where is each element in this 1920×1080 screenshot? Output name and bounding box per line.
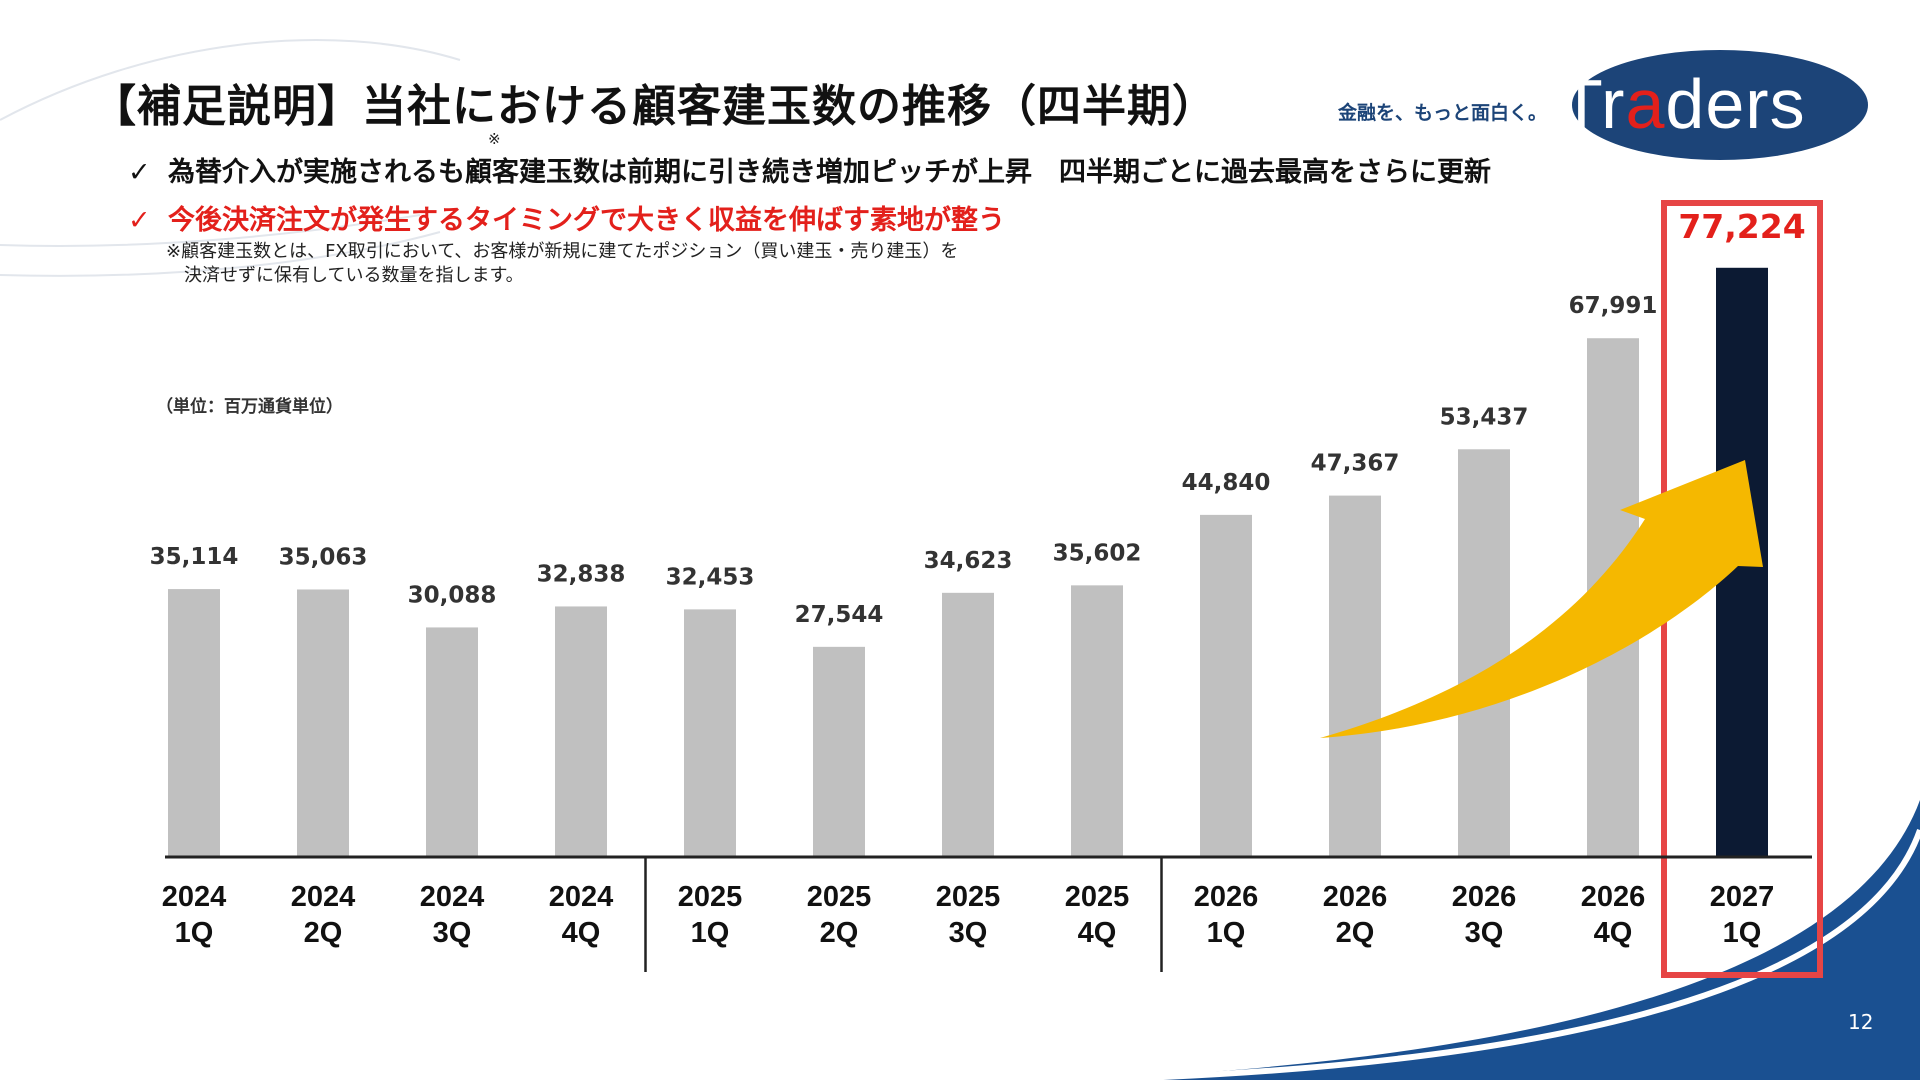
check-icon: ✓ xyxy=(128,205,151,236)
bar xyxy=(1458,449,1510,857)
tick-label-year: 2027 xyxy=(1710,881,1775,913)
data-label: 44,840 xyxy=(1182,470,1271,496)
data-label: 30,088 xyxy=(408,582,497,608)
bar xyxy=(1200,514,1252,857)
bullet-point: ✓ 為替介入が実施されるも顧客建玉数は前期に引き続き増加ピッチが上昇 四半期ごとに… xyxy=(128,150,1491,189)
bar xyxy=(942,592,994,857)
bottom-wave-shape xyxy=(1080,800,1920,1080)
tick-label-year: 2026 xyxy=(1581,881,1646,913)
tick-label-year: 2024 xyxy=(291,881,356,913)
tick-label-quarter: 1Q xyxy=(1207,917,1246,949)
check-icon: ✓ xyxy=(128,157,151,188)
data-label: 32,838 xyxy=(537,561,626,587)
tick-label-year: 2026 xyxy=(1194,881,1259,913)
tick-label-quarter: 2Q xyxy=(1336,917,1375,949)
tick-label-year: 2025 xyxy=(936,881,1001,913)
data-label: 27,544 xyxy=(795,602,884,628)
tick-label-quarter: 4Q xyxy=(562,917,601,949)
chart-unit-label: （単位：百万通貨単位） xyxy=(156,397,343,417)
tick-label-quarter: 1Q xyxy=(691,917,730,949)
logo-text-part: Tr xyxy=(1560,65,1626,143)
tick-label-quarter: 2Q xyxy=(304,917,343,949)
tick-label-year: 2026 xyxy=(1323,881,1388,913)
page-title: 【補足説明】当社における顧客建玉数の推移（四半期） xyxy=(92,81,1217,132)
footnote: ※顧客建玉数とは、FX取引において、お客様が新規に建てたポジション（買い建玉・売… xyxy=(166,240,958,288)
data-label: 35,114 xyxy=(150,544,239,570)
bar xyxy=(426,627,478,857)
tick-label-quarter: 3Q xyxy=(949,917,988,949)
tick-label-quarter: 2Q xyxy=(820,917,859,949)
data-label: 34,623 xyxy=(924,548,1013,574)
tick-label-quarter: 4Q xyxy=(1594,917,1633,949)
tick-label-quarter: 3Q xyxy=(433,917,472,949)
bullet-text: 今後決済注文が発生するタイミングで大きく収益を伸ばす素地が整う xyxy=(168,205,1005,236)
data-label: 77,224 xyxy=(1678,207,1805,246)
tick-label-year: 2025 xyxy=(807,881,872,913)
data-label: 35,602 xyxy=(1053,540,1142,566)
tick-label-quarter: 4Q xyxy=(1078,917,1117,949)
data-label: 67,991 xyxy=(1569,293,1658,319)
note-marker: ※ xyxy=(488,130,501,148)
tick-label-year: 2024 xyxy=(162,881,227,913)
tick-label-year: 2026 xyxy=(1452,881,1517,913)
tick-label-year: 2025 xyxy=(1065,881,1130,913)
growth-arrow xyxy=(1320,460,1763,738)
bullet-text: 為替介入が実施されるも顧客建玉数は前期に引き続き増加ピッチが上昇 四半期ごとに過… xyxy=(168,157,1491,188)
tick-label-quarter: 1Q xyxy=(175,917,214,949)
footnote-line: 決済せずに保有している数量を指します。 xyxy=(184,265,524,286)
data-label: 35,063 xyxy=(279,544,368,570)
logo-text-accent: a xyxy=(1625,65,1666,143)
data-label: 32,453 xyxy=(666,564,755,590)
tick-label-year: 2025 xyxy=(678,881,743,913)
bar xyxy=(168,589,220,857)
bar xyxy=(684,609,736,857)
brand-logo-oval xyxy=(1572,50,1868,160)
brand-tagline: 金融を、もっと面白く。 xyxy=(1338,102,1548,124)
tick-label-quarter: 3Q xyxy=(1465,917,1504,949)
footnote-line: ※顧客建玉数とは、FX取引において、お客様が新規に建てたポジション（買い建玉・売… xyxy=(166,241,959,262)
page-number: 12 xyxy=(1848,1010,1874,1034)
tick-label-year: 2024 xyxy=(420,881,485,913)
data-label: 53,437 xyxy=(1440,404,1529,430)
tick-label-quarter: 1Q xyxy=(1723,917,1762,949)
bar xyxy=(1071,585,1123,857)
bar xyxy=(297,589,349,857)
brand-logo: Traders xyxy=(1560,64,1806,144)
tick-label-year: 2024 xyxy=(549,881,614,913)
bar xyxy=(1329,495,1381,857)
logo-text-part: ders xyxy=(1665,65,1806,143)
bullet-point-highlight: ✓ 今後決済注文が発生するタイミングで大きく収益を伸ばす素地が整う xyxy=(128,198,1005,237)
data-label: 47,367 xyxy=(1311,451,1400,477)
bar xyxy=(813,646,865,857)
bar xyxy=(555,606,607,857)
